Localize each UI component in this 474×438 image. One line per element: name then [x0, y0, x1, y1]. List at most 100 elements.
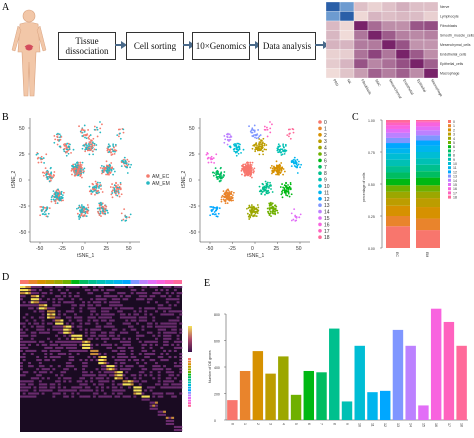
heatmap-d-cell — [109, 313, 112, 316]
heatmap-d-cell — [71, 349, 75, 353]
tsne-left-point — [91, 150, 94, 153]
tsne-left-point — [73, 170, 76, 173]
heatmap-a-cell — [395, 39, 411, 50]
heatmap-d-cell — [84, 286, 88, 289]
stack-legend-label: 15 — [453, 183, 457, 187]
heatmap-d-cell — [111, 295, 115, 298]
heatmap-d-cell — [76, 386, 80, 389]
heatmap-d-cell — [125, 319, 129, 322]
tsne-right-point — [253, 167, 256, 170]
heatmap-d-cell — [28, 301, 31, 304]
bar-e-10 — [354, 345, 365, 420]
heatmap-d-cell — [171, 416, 175, 419]
heatmap-d-cell — [47, 307, 50, 310]
heatmap-d-cell — [111, 371, 115, 374]
heatmap-d-cell — [125, 316, 129, 319]
heatmap-d-cell — [160, 307, 164, 310]
tsne-right-point — [268, 208, 271, 211]
heatmap-d-cell — [114, 349, 118, 353]
tsne-left-point — [99, 184, 102, 186]
heatmap-d-cell — [152, 334, 156, 337]
heatmap-d-cell — [36, 359, 40, 362]
heatmap-d-cell — [98, 301, 102, 304]
heatmap-d-cell — [41, 304, 45, 307]
tsne-right-point — [258, 141, 261, 144]
heatmap-d-cluster-bar — [130, 280, 140, 284]
heatmap-d-cell — [68, 389, 72, 392]
tsne-left-point — [52, 174, 55, 176]
tsne-right-legend-swatch — [318, 222, 322, 227]
heatmap-d-cell — [173, 340, 177, 343]
heatmap-d-cell — [163, 334, 166, 337]
heatmap-d-cell — [103, 313, 107, 316]
heatmap-d-cell — [163, 331, 166, 334]
heatmap-d-cell — [52, 310, 56, 313]
heatmap-d-cell — [25, 304, 29, 307]
tsne-right-point — [235, 154, 238, 157]
tsne-right-legend-swatch — [318, 165, 322, 169]
heatmap-d-cell — [155, 322, 158, 325]
heatmap-d-cell — [25, 319, 29, 322]
heatmap-d-cell — [20, 383, 23, 386]
bar-x-tick-label: 12 — [383, 423, 387, 427]
tsne-left-point — [56, 139, 59, 141]
tsne-left-point — [83, 214, 86, 216]
heatmap-d-cell — [22, 395, 26, 398]
tsne-left-point — [93, 128, 96, 131]
heatmap-d-cell — [84, 389, 88, 392]
heatmap-d-cell — [38, 365, 42, 368]
tsne-right-point — [215, 173, 218, 176]
tsne-left-point — [90, 149, 92, 151]
heatmap-d-cell — [74, 343, 77, 346]
tsne-right-legend-label: 10 — [324, 184, 330, 190]
heatmap-d-cell — [163, 380, 166, 383]
heatmap-d-cell — [103, 301, 107, 304]
heatmap-d-cell — [106, 365, 110, 368]
heatmap-d-cell — [92, 301, 96, 304]
heatmap-d-cell — [136, 313, 139, 316]
heatmap-d-cell — [71, 310, 75, 313]
heatmap-d-cell — [171, 386, 175, 389]
heatmap-d-cell — [49, 352, 53, 356]
tsne-y-axis-title: tSNE_2 — [11, 171, 17, 188]
tsne-right-point — [263, 144, 266, 147]
heatmap-d-cell — [138, 316, 142, 319]
heatmap-d-cell — [22, 389, 26, 392]
heatmap-d-cell — [36, 328, 40, 331]
heatmap-d-cell — [22, 322, 26, 325]
tsne-right-legend-swatch — [318, 235, 322, 239]
heatmap-d-cell — [165, 337, 169, 340]
heatmap-d-cell — [36, 368, 40, 371]
heatmap-d-cell — [117, 392, 121, 395]
tsne-right-point — [209, 157, 212, 159]
tsne-right-point — [224, 192, 227, 195]
heatmap-d-cell — [160, 295, 164, 298]
heatmap-d-cell — [122, 359, 126, 362]
heatmap-d-cell — [55, 349, 58, 353]
tsne-left-point — [120, 212, 123, 215]
heatmap-d-cell — [157, 355, 161, 359]
tsne-left-point — [99, 201, 102, 204]
heatmap-d-cell — [65, 368, 69, 371]
heatmap-d-cell — [173, 425, 177, 429]
heatmap-d-cell — [130, 307, 134, 310]
tsne-right-point — [246, 173, 249, 175]
heatmap-d-cell — [119, 304, 123, 307]
heatmap-d-cell — [128, 380, 131, 383]
heatmap-d-cell — [55, 334, 58, 337]
heatmap-d-cell — [117, 377, 121, 380]
heatmap-d-cell — [111, 374, 115, 377]
heatmap-d-cell — [117, 355, 121, 359]
tsne-right-point — [220, 175, 223, 177]
tsne-right-point — [265, 148, 267, 151]
tsne-left-point — [40, 206, 43, 208]
tsne-left-point — [54, 199, 56, 202]
heatmap-d-cell — [155, 392, 158, 395]
heatmap-a-cell — [339, 20, 355, 31]
tsne-right-point — [257, 143, 260, 145]
heatmap-d-cell — [106, 346, 110, 349]
bar-x-tick-label: 18 — [460, 423, 464, 427]
heatmap-d-cell — [63, 395, 67, 398]
tsne-right-legend-label: 18 — [324, 235, 330, 241]
heatmap-d-cell — [141, 334, 145, 337]
